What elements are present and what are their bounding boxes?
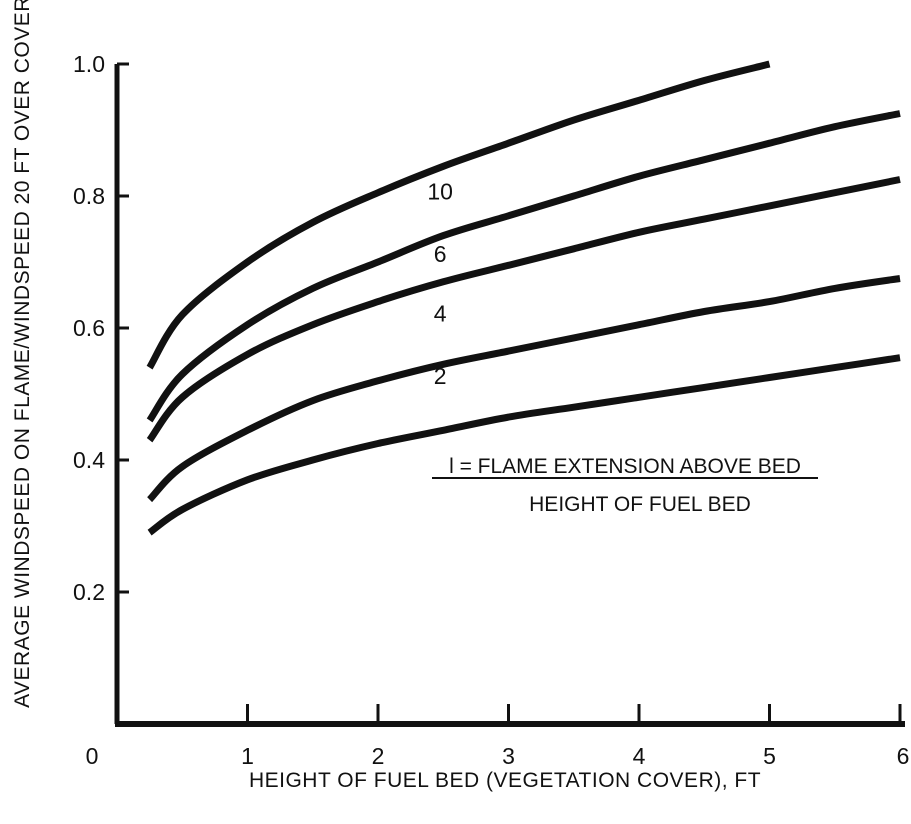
series-curve-4 bbox=[146, 176, 901, 443]
x-tick-label: 0 bbox=[86, 743, 99, 769]
x-ticks: 0 1 2 3 4 5 6 bbox=[86, 704, 910, 769]
y-tick-label: 0.8 bbox=[73, 183, 105, 209]
y-axis-title: AVERAGE WINDSPEED ON FLAME/WINDSPEED 20 … bbox=[11, 0, 34, 708]
curve-label: 2 bbox=[434, 363, 447, 389]
axes bbox=[114, 64, 905, 727]
curve-label: 4 bbox=[434, 301, 447, 327]
y-tick-label: 0.2 bbox=[73, 579, 105, 605]
curve-label: 6 bbox=[434, 241, 447, 267]
series-layer bbox=[146, 60, 901, 536]
legend: l = FLAME EXTENSION ABOVE BED HEIGHT OF … bbox=[432, 455, 818, 516]
y-ticks: 0.2 0.4 0.6 0.8 1.0 bbox=[73, 51, 129, 605]
series-curve-6 bbox=[146, 110, 901, 423]
x-tick-label: 1 bbox=[241, 743, 254, 769]
legend-denominator: HEIGHT OF FUEL BED bbox=[529, 493, 751, 516]
legend-numerator: l = FLAME EXTENSION ABOVE BED bbox=[449, 455, 801, 478]
x-tick-label: 2 bbox=[372, 743, 385, 769]
series-curve-1 bbox=[147, 354, 901, 536]
curve-label: 10 bbox=[427, 178, 453, 204]
series-curve-2 bbox=[147, 275, 901, 503]
x-tick-label: 4 bbox=[633, 743, 646, 769]
curve-labels: 10 6 4 2 bbox=[427, 178, 453, 389]
y-tick-label: 0.4 bbox=[73, 447, 105, 473]
x-tick-label: 6 bbox=[897, 743, 910, 769]
x-tick-label: 5 bbox=[763, 743, 776, 769]
y-tick-label: 1.0 bbox=[73, 51, 105, 77]
x-axis-title: HEIGHT OF FUEL BED (VEGETATION COVER), F… bbox=[249, 769, 761, 792]
y-tick-label: 0.6 bbox=[73, 315, 105, 341]
x-tick-label: 3 bbox=[502, 743, 515, 769]
series-curve-10 bbox=[146, 60, 771, 370]
